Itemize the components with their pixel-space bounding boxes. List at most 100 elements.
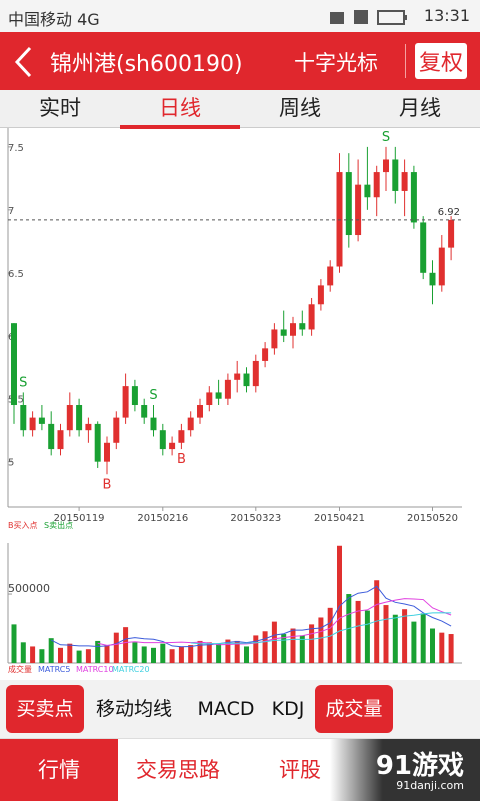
volume-bar bbox=[132, 642, 138, 663]
candle-body bbox=[159, 430, 166, 450]
chart-area: 55.566.577.52015011920150216201503232015… bbox=[7, 128, 462, 674]
legend-entry: MATRC5 bbox=[38, 665, 70, 674]
y-tick-label: 5 bbox=[8, 458, 14, 469]
x-tick-label: 20150119 bbox=[54, 513, 105, 524]
toolbar-button[interactable]: MACD bbox=[197, 698, 255, 720]
candle-body bbox=[429, 272, 436, 286]
signal-marker: B bbox=[103, 477, 112, 492]
candle-body bbox=[169, 442, 176, 450]
volume-bar bbox=[151, 647, 156, 663]
candle-body bbox=[401, 172, 408, 191]
candle-body bbox=[271, 329, 278, 349]
period-tabs: 实时 日线 周线 月线 bbox=[0, 90, 480, 129]
candle-body bbox=[57, 430, 64, 450]
candle-body bbox=[308, 304, 315, 330]
volume-bar bbox=[430, 628, 435, 663]
x-tick-label: 20150421 bbox=[314, 513, 365, 524]
candle-body bbox=[85, 423, 92, 431]
volume-bar bbox=[76, 650, 82, 663]
toolbar: 买卖点 移动均线 MACD KDJ 成交量 bbox=[0, 680, 480, 738]
candle-body bbox=[66, 405, 73, 431]
candle-body bbox=[420, 222, 427, 273]
volume-bar bbox=[439, 632, 445, 663]
volume-bar bbox=[178, 646, 184, 663]
watermark-site: 91danji.com bbox=[396, 779, 464, 792]
signal-marker: S bbox=[149, 388, 157, 403]
x-tick-label: 20150216 bbox=[137, 513, 188, 524]
tab[interactable]: 实时 bbox=[39, 96, 81, 120]
candle-body bbox=[355, 184, 362, 236]
candle-body bbox=[215, 392, 222, 399]
candle-body bbox=[122, 386, 129, 418]
volume-bar bbox=[318, 617, 324, 663]
volume-bar bbox=[234, 640, 240, 663]
toolbar-button[interactable]: 买卖点 bbox=[6, 685, 84, 733]
candle-body bbox=[280, 329, 287, 336]
y-tick-label: 6.5 bbox=[8, 269, 24, 280]
y-tick-label: 7.5 bbox=[8, 143, 24, 154]
volume-bar bbox=[206, 642, 212, 663]
volume-bar bbox=[420, 613, 426, 663]
tab[interactable]: 月线 bbox=[399, 96, 441, 120]
candle-body bbox=[364, 184, 371, 198]
candle-body bbox=[299, 323, 306, 330]
adjust-button[interactable]: 复权 bbox=[415, 43, 468, 79]
volume-bar bbox=[113, 632, 119, 663]
x-tick-label: 20150323 bbox=[230, 513, 281, 524]
volume-bar bbox=[262, 631, 268, 663]
candle-body bbox=[336, 172, 343, 267]
tab[interactable]: 周线 bbox=[279, 96, 321, 120]
header: 锦州港(sh600190) 十字光标 复权 bbox=[0, 32, 480, 90]
candle-body bbox=[20, 405, 27, 431]
candle-body bbox=[131, 386, 138, 406]
candle-body bbox=[383, 159, 389, 173]
candle-body bbox=[410, 172, 417, 223]
legend-entry: B买入点 bbox=[8, 521, 38, 530]
candle-body bbox=[290, 323, 296, 336]
signal-marker: S bbox=[382, 130, 390, 145]
watermark: 91游戏 91danji.com bbox=[330, 739, 480, 801]
volume-bar bbox=[355, 600, 361, 663]
candle-body bbox=[187, 417, 194, 431]
candle-body bbox=[317, 285, 324, 305]
clock: 13:31 bbox=[423, 6, 470, 25]
candle-body bbox=[243, 373, 250, 387]
volume-bar bbox=[104, 645, 110, 663]
nav-tab[interactable]: 行情 bbox=[0, 739, 118, 801]
nav-tab[interactable]: 交易思路 bbox=[136, 758, 220, 782]
candle-body bbox=[345, 172, 352, 236]
toolbar-button[interactable]: 成交量 bbox=[315, 685, 393, 733]
volume-bar bbox=[39, 649, 45, 663]
volume-bar bbox=[253, 635, 259, 663]
legend-entry: S卖出点 bbox=[44, 520, 73, 530]
candle-body bbox=[38, 417, 45, 424]
legend-entry: 成交量 bbox=[8, 664, 32, 674]
volume-bar bbox=[337, 545, 342, 663]
volume-bar bbox=[271, 621, 277, 663]
volume-bar bbox=[299, 635, 305, 663]
candle-body bbox=[448, 219, 455, 248]
signal-marker: S bbox=[19, 375, 27, 390]
crosshair-button[interactable]: 十字光标 bbox=[294, 51, 378, 75]
ma-line bbox=[50, 585, 452, 648]
candle-body bbox=[373, 172, 380, 198]
volume-bar bbox=[290, 628, 296, 663]
back-button[interactable] bbox=[12, 46, 34, 78]
volume-bar bbox=[169, 649, 175, 663]
volume-bar bbox=[20, 642, 26, 663]
candle-body bbox=[178, 430, 185, 443]
candle-body bbox=[76, 405, 83, 431]
toolbar-button[interactable]: 移动均线 bbox=[95, 698, 172, 720]
nav-tab[interactable]: 评股 bbox=[279, 758, 321, 782]
volume-bar bbox=[123, 627, 129, 663]
volume-bar bbox=[160, 643, 166, 663]
volume-bar bbox=[48, 638, 54, 663]
volume-bar bbox=[244, 646, 249, 663]
volume-bar bbox=[281, 634, 287, 663]
volume-bar bbox=[85, 649, 91, 663]
toolbar-button[interactable]: KDJ bbox=[271, 698, 305, 720]
candle-body bbox=[392, 159, 399, 191]
volume-bar bbox=[392, 614, 398, 663]
tab[interactable]: 日线 bbox=[120, 90, 240, 129]
